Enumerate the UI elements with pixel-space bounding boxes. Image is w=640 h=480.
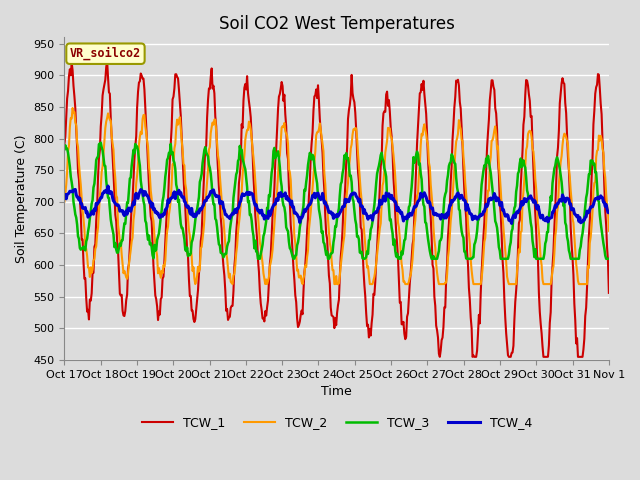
TCW_2	[61, 199, 68, 204]
Text: VR_soilco2: VR_soilco2	[70, 47, 141, 60]
TCW_4	[202, 198, 209, 204]
TCW_1	[202, 144, 209, 150]
TCW_1	[436, 354, 444, 360]
TCW_1	[103, 58, 111, 63]
TCW_2	[472, 281, 480, 287]
TCW_3	[472, 235, 480, 241]
TCW_1	[472, 354, 480, 360]
TCW_2	[426, 164, 434, 170]
Line: TCW_4: TCW_4	[65, 186, 609, 224]
TCW_4	[308, 197, 316, 203]
TCW_3	[605, 256, 612, 262]
TCW_2	[308, 184, 316, 190]
Title: Soil CO2 West Temperatures: Soil CO2 West Temperatures	[219, 15, 454, 33]
TCW_1	[158, 294, 166, 300]
TCW_2	[202, 191, 210, 196]
X-axis label: Time: Time	[321, 385, 352, 398]
Line: TCW_2: TCW_2	[65, 108, 609, 284]
TCW_4	[61, 195, 68, 201]
TCW_3	[158, 208, 166, 214]
TCW_4	[472, 213, 479, 219]
TCW_1	[605, 290, 612, 296]
TCW_2	[605, 228, 612, 234]
TCW_1	[382, 92, 390, 97]
TCW_4	[605, 210, 612, 216]
Legend: TCW_1, TCW_2, TCW_3, TCW_4: TCW_1, TCW_2, TCW_3, TCW_4	[136, 411, 537, 434]
Y-axis label: Soil Temperature (C): Soil Temperature (C)	[15, 134, 28, 263]
Line: TCW_3: TCW_3	[65, 143, 609, 259]
TCW_2	[68, 105, 76, 111]
TCW_1	[308, 140, 316, 146]
TCW_4	[382, 190, 390, 196]
TCW_3	[383, 194, 391, 200]
TCW_4	[104, 183, 112, 189]
TCW_3	[426, 248, 434, 254]
TCW_3	[308, 152, 316, 158]
TCW_4	[158, 212, 166, 218]
TCW_3	[256, 256, 264, 262]
TCW_4	[425, 199, 433, 204]
TCW_3	[202, 144, 209, 150]
TCW_2	[383, 138, 391, 144]
TCW_3	[61, 146, 68, 152]
Line: TCW_1: TCW_1	[65, 60, 609, 357]
TCW_1	[61, 141, 68, 147]
TCW_2	[158, 268, 166, 274]
TCW_3	[97, 140, 104, 145]
TCW_4	[508, 221, 515, 227]
TCW_2	[191, 281, 199, 287]
TCW_1	[425, 173, 433, 179]
